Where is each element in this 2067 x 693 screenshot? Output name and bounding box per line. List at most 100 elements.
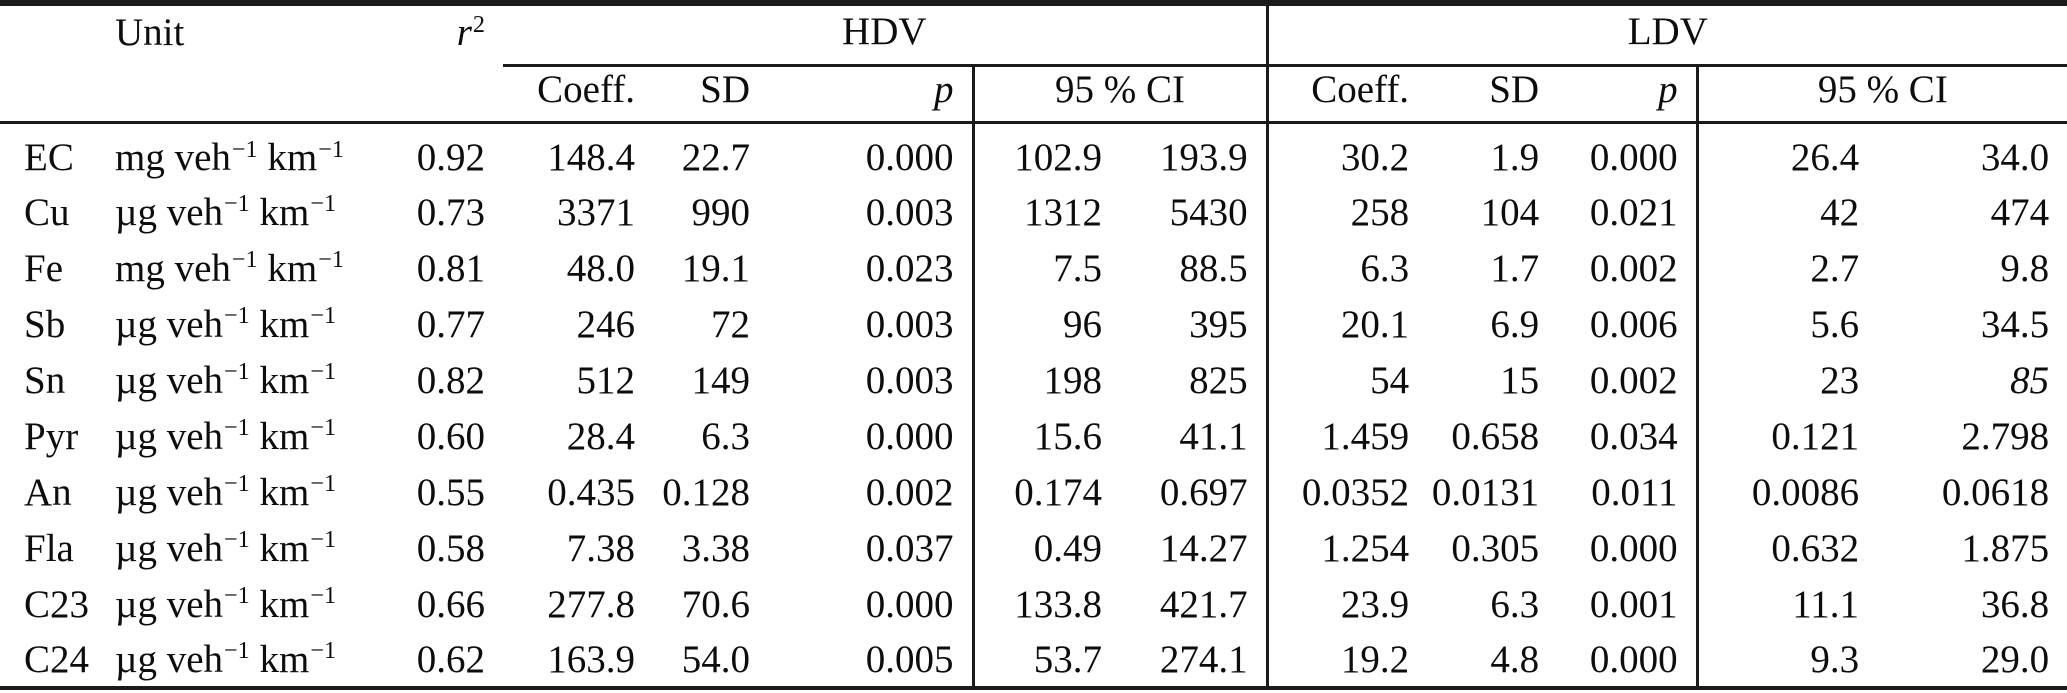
cell-hdv-ci-low: 15.6	[971, 408, 1120, 464]
cell-species: C23	[24, 582, 90, 626]
group-header-hdv: HDV	[503, 3, 1268, 67]
unit-exponent: −1	[224, 637, 250, 665]
r2-exponent: 2	[472, 10, 485, 38]
cell-ldv-coeff: 258	[1265, 184, 1428, 240]
unit-exponent: −1	[224, 582, 250, 610]
unit-exponent: −1	[310, 190, 337, 218]
unit-exponent: −1	[231, 246, 258, 274]
table-row: C24 µg veh−1 km−1 0.62 163.9 54.0 0.005 53.7 27…	[0, 632, 2067, 688]
cell-hdv-sd: 6.3	[701, 414, 750, 458]
col-header-hdv-ci: 95 % CI	[971, 65, 1268, 124]
col-header-hdv-sd: SD	[653, 65, 768, 124]
cell-ldv-ci-high: 34.0	[1980, 136, 2050, 180]
cell-hdv-sd: 149	[691, 358, 751, 402]
unit-exponent: −1	[310, 470, 337, 498]
corner-cell	[0, 3, 95, 65]
cell-ldv-ci-high: 2.798	[1961, 414, 2050, 458]
cell-hdv-p: 0.003	[865, 302, 954, 346]
cell-ldv-p: 0.000	[1589, 637, 1678, 681]
cell-ldv-ci-high: 36.8	[1980, 582, 2050, 626]
cell-r2: 0.60	[416, 414, 485, 458]
cell-hdv-p: 0.005	[865, 637, 954, 681]
cell-hdv-ci-high: 274.1	[1159, 637, 1248, 681]
cell-hdv-ci-high: 5430	[1169, 190, 1248, 234]
cell-hdv-ci-low: 133.8	[971, 576, 1120, 632]
cell-hdv-coeff: 7.38	[566, 526, 635, 570]
cell-species: Cu	[24, 190, 70, 234]
cell-hdv-p: 0.000	[865, 136, 954, 180]
cell-hdv-sd: 70.6	[681, 582, 750, 626]
r2-base: r	[456, 11, 472, 54]
table-row: Pyr µg veh−1 km−1 0.60 28.4 6.3 0.000 15.6 41.1…	[0, 408, 2067, 464]
cell-hdv-sd: 22.7	[681, 136, 750, 180]
cell-ldv-sd: 0.658	[1451, 414, 1540, 458]
cell-hdv-ci-low: 1312	[971, 184, 1120, 240]
cell-ldv-ci-low: 42	[1695, 184, 1878, 240]
cell-hdv-coeff: 0.435	[547, 470, 635, 514]
cell-ldv-sd: 4.8	[1490, 637, 1540, 681]
cell-r2: 0.58	[416, 526, 485, 570]
cell-hdv-ci-high: 395	[1189, 302, 1248, 346]
cell-ldv-ci-high: 0.0618	[1941, 470, 2050, 514]
cell-ldv-coeff: 30.2	[1265, 122, 1428, 184]
cell-ldv-sd: 1.7	[1490, 246, 1540, 290]
table-row: EC mg veh−1 km−1 0.92 148.4 22.7 0.000 102.9 19…	[0, 122, 2067, 184]
cell-r2: 0.92	[416, 136, 485, 180]
cell-hdv-ci-low: 53.7	[971, 632, 1120, 688]
cell-ldv-sd: 15	[1500, 358, 1540, 402]
cell-species: Fe	[24, 246, 63, 290]
cell-hdv-sd: 3.38	[681, 526, 750, 570]
table-row: An µg veh−1 km−1 0.55 0.435 0.128 0.002 0.174 0…	[0, 464, 2067, 520]
cell-ldv-p: 0.006	[1589, 302, 1678, 346]
unit-exponent: −1	[310, 302, 337, 330]
table-body: EC mg veh−1 km−1 0.92 148.4 22.7 0.000 102.9 19…	[0, 122, 2067, 688]
cell-species: EC	[24, 136, 74, 180]
cell-unit: mg veh−1 km−1	[115, 246, 344, 290]
cell-unit: µg veh−1 km−1	[115, 358, 337, 402]
col-header-ldv-coeff: Coeff.	[1265, 65, 1428, 124]
table-row: C23 µg veh−1 km−1 0.66 277.8 70.6 0.000 133.8 4…	[0, 576, 2067, 632]
cell-ldv-coeff: 0.0352	[1265, 464, 1428, 520]
cell-species: Fla	[24, 526, 74, 570]
cell-hdv-ci-low: 96	[971, 296, 1120, 352]
cell-ldv-p: 0.011	[1591, 470, 1678, 514]
cell-hdv-sd: 990	[691, 190, 751, 234]
unit-exponent: −1	[310, 637, 337, 665]
cell-unit: µg veh−1 km−1	[115, 582, 337, 626]
cell-species: C24	[24, 637, 90, 681]
unit-exponent: −1	[224, 302, 250, 330]
unit-exponent: −1	[224, 470, 250, 498]
unit-exponent: −1	[231, 135, 258, 163]
cell-hdv-ci-low: 7.5	[971, 240, 1120, 296]
cell-species: Sn	[24, 358, 66, 402]
cell-ldv-ci-low: 0.0086	[1695, 464, 1878, 520]
cell-species: Sb	[24, 302, 66, 346]
cell-hdv-p: 0.002	[865, 470, 954, 514]
cell-hdv-sd: 72	[711, 302, 750, 346]
cell-hdv-ci-high: 88.5	[1179, 246, 1248, 290]
cell-hdv-p: 0.003	[865, 190, 954, 234]
cell-hdv-coeff: 28.4	[566, 414, 635, 458]
cell-r2: 0.81	[416, 246, 485, 290]
cell-unit: mg veh−1 km−1	[115, 135, 344, 180]
cell-ldv-ci-high: 1.875	[1961, 526, 2050, 570]
cell-ldv-coeff: 6.3	[1265, 240, 1428, 296]
cell-ldv-sd: 0.0131	[1431, 470, 1540, 514]
cell-ldv-ci-low: 0.121	[1695, 408, 1878, 464]
cell-ldv-p: 0.001	[1589, 582, 1678, 626]
cell-ldv-sd: 104	[1480, 190, 1540, 234]
cell-ldv-ci-low: 9.3	[1695, 632, 1878, 688]
cell-ldv-coeff: 23.9	[1265, 576, 1428, 632]
table-row: Sn µg veh−1 km−1 0.82 512 149 0.003 198 825 54 15…	[0, 352, 2067, 408]
unit-exponent: −1	[224, 414, 250, 442]
cell-ldv-coeff: 1.254	[1265, 520, 1428, 576]
spacer-cell	[95, 65, 415, 124]
spacer-cell	[0, 65, 95, 124]
cell-hdv-ci-high: 14.27	[1159, 526, 1248, 570]
cell-unit: µg veh−1 km−1	[115, 470, 337, 514]
col-header-ldv-sd: SD	[1427, 65, 1558, 124]
cell-r2: 0.55	[416, 470, 485, 514]
col-header-ldv-p: p	[1557, 65, 1698, 124]
